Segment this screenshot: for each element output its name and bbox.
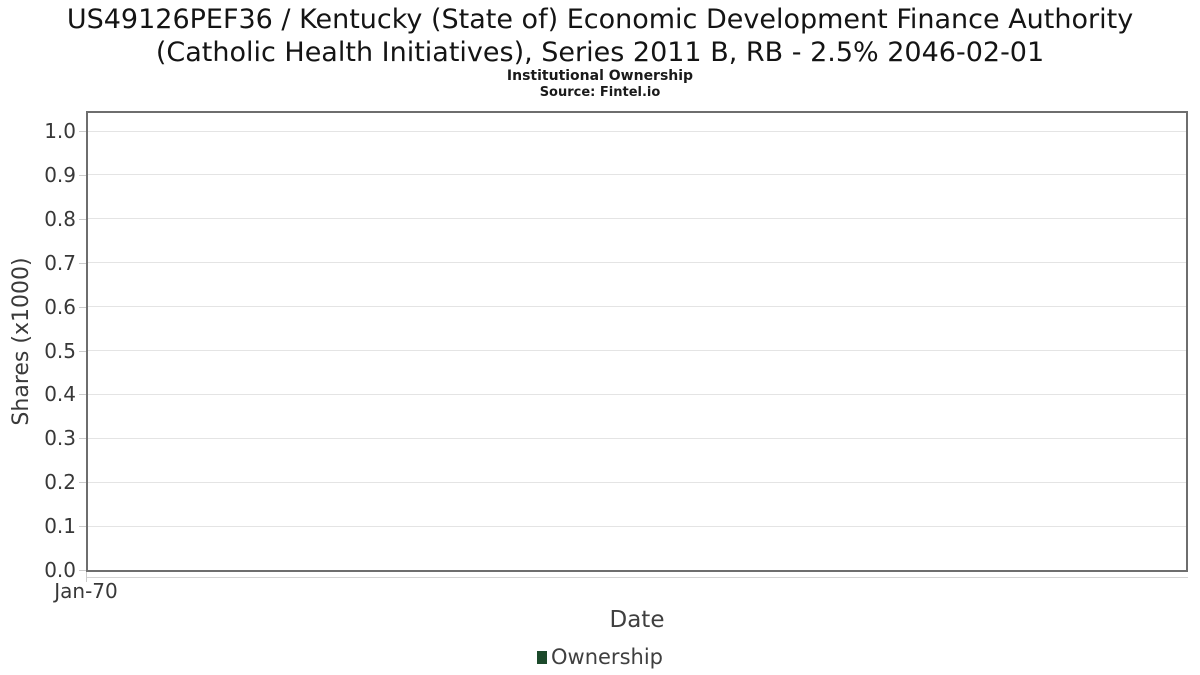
y-tick-mark <box>79 350 86 352</box>
y-gridline <box>88 393 1186 395</box>
y-gridline <box>88 437 1186 439</box>
y-gridline <box>88 350 1186 351</box>
y-gridline <box>88 218 1186 220</box>
y-gridline <box>88 174 1186 176</box>
y-gridline <box>88 262 1186 264</box>
chart-source-credit: Source: Fintel.io <box>539 85 661 100</box>
y-tick-mark <box>79 174 86 176</box>
y-tick-mark <box>79 394 86 396</box>
y-tick-label: 0.2 <box>44 470 76 495</box>
y-gridline <box>88 481 1186 483</box>
chart-title: US49126PEF36 / Kentucky (State of) Econo… <box>0 3 1200 69</box>
y-tick-mark <box>79 570 86 571</box>
y-gridline <box>88 130 1186 132</box>
y-tick-mark <box>79 218 86 220</box>
plot-area <box>86 111 1188 572</box>
y-tick-label: 0.0 <box>44 558 76 582</box>
y-tick-label: 0.7 <box>44 250 76 275</box>
x-axis-line <box>86 577 1188 578</box>
y-tick-mark <box>79 482 86 484</box>
y-tick-mark <box>79 306 86 308</box>
chart-title-line-1: US49126PEF36 / Kentucky (State of) Econo… <box>66 4 1134 35</box>
y-tick-label: 1.0 <box>44 119 76 143</box>
legend-swatch-icon <box>537 650 547 664</box>
y-gridline <box>88 306 1186 308</box>
x-tick-label: Jan-70 <box>54 579 118 603</box>
legend-item-ownership[interactable]: Ownership <box>537 645 663 669</box>
y-gridline <box>88 525 1186 527</box>
x-axis-title: Date <box>609 607 665 633</box>
y-tick-mark <box>79 438 86 440</box>
y-tick-label: 0.1 <box>44 514 76 539</box>
y-tick-mark <box>79 526 86 528</box>
y-tick-label: 0.5 <box>44 338 76 363</box>
y-tick-label: 0.3 <box>44 426 76 451</box>
x-tick-mark <box>86 572 87 582</box>
legend-label: Ownership <box>551 645 663 669</box>
y-tick-label: 0.4 <box>44 382 76 407</box>
chart-subtitle: Institutional Ownership <box>506 68 694 84</box>
legend: Ownership <box>0 645 1200 669</box>
y-tick-mark <box>79 131 86 132</box>
y-tick-label: 0.8 <box>44 206 76 231</box>
y-tick-label: 0.9 <box>44 162 76 187</box>
chart-title-line-2: (Catholic Health Initiatives), Series 20… <box>155 37 1045 68</box>
y-tick-label: 0.6 <box>44 294 76 319</box>
y-tick-mark <box>79 262 86 264</box>
